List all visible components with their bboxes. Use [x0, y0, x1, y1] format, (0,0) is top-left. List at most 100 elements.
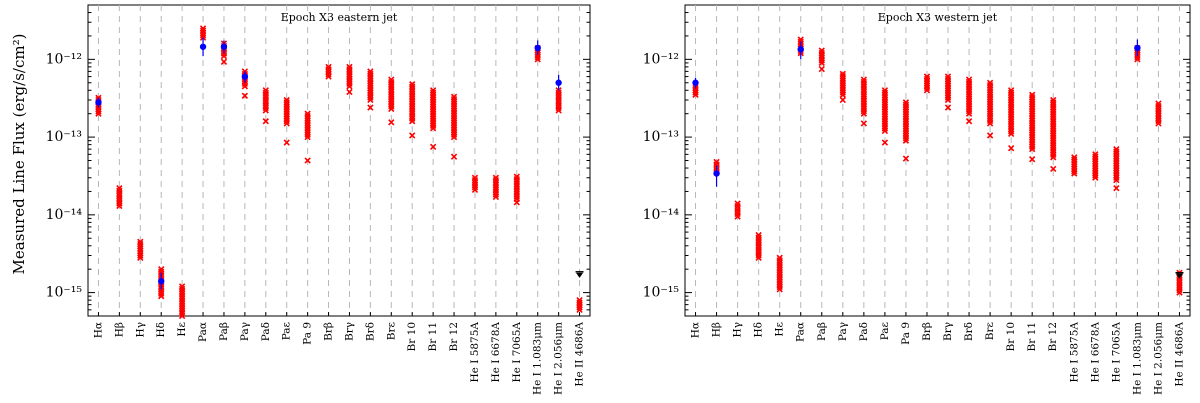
model-point: [137, 252, 144, 259]
x-tick-label: Br 10: [1005, 322, 1017, 351]
model-point: [839, 75, 846, 82]
model-point: [839, 70, 846, 78]
model-point: [220, 58, 228, 65]
x-tick-label: Pa 9: [302, 322, 314, 345]
x-tick-label: He I 5875A: [469, 322, 481, 383]
upper-limit-arrow: [576, 272, 584, 278]
x-tick-label: Hδ: [155, 322, 167, 337]
model-point: [1113, 176, 1120, 184]
x-tick-label: Brε: [385, 322, 397, 340]
model-point: [1007, 145, 1015, 152]
model-point: [881, 127, 889, 135]
model-point: [116, 202, 123, 210]
model-point: [755, 254, 762, 261]
chart-title: Epoch X3 eastern jet: [281, 11, 398, 24]
chart-title: Epoch X3 western jet: [878, 11, 998, 24]
model-point: [241, 83, 249, 90]
y-axis-label: Measured Line Flux (erg/s/cm²): [10, 34, 28, 275]
model-point: [429, 125, 437, 132]
model-point: [241, 92, 249, 99]
model-point: [429, 143, 437, 150]
model-point: [283, 139, 290, 146]
model-point: [513, 199, 520, 206]
observed-point: [534, 44, 541, 52]
y-tick-label: 10⁻¹³: [643, 129, 679, 145]
model-point: [137, 254, 144, 261]
model-point: [367, 96, 374, 104]
model-point: [692, 87, 699, 94]
observed-point: [692, 79, 699, 86]
x-tick-label: Hβ: [711, 322, 723, 337]
model-point: [1071, 158, 1078, 166]
y-tick-label: 10⁻¹³: [46, 129, 82, 145]
model-point: [534, 53, 541, 61]
observed-point: [555, 79, 562, 86]
model-point: [1071, 170, 1078, 177]
x-tick-label: He I 2.056μm: [1152, 322, 1164, 395]
x-tick-label: Br 10: [406, 322, 418, 351]
model-point: [262, 118, 269, 125]
model-point: [199, 34, 207, 41]
model-point: [839, 82, 846, 89]
model-point: [555, 107, 562, 114]
model-point: [199, 32, 207, 39]
y-tick-label: 10⁻¹⁵: [46, 285, 83, 301]
model-point: [839, 77, 846, 85]
model-point: [965, 110, 973, 117]
model-point: [902, 137, 910, 144]
model-point: [178, 312, 186, 320]
model-point: [839, 80, 846, 87]
model-point: [576, 306, 583, 314]
model-point: [388, 105, 395, 113]
model-point: [1113, 185, 1120, 192]
observed-point: [199, 43, 207, 50]
x-tick-label: He II 4686A: [1173, 322, 1185, 387]
x-tick-label: He I 6678A: [1089, 322, 1101, 383]
model-point: [986, 132, 994, 139]
x-tick-label: Br 11: [427, 322, 439, 351]
x-tick-label: He II 4686A: [574, 322, 586, 387]
x-tick-label: Hδ: [753, 322, 765, 337]
model-point: [1071, 163, 1078, 170]
x-tick-label: He I 1.083μm: [532, 322, 544, 395]
panel-western-jet: Hα Hβ Hγ Hδ Hε Paα Paβ Paγ Paδ Paε Pa 9 Brβ Brγ Brδ Br…: [643, 4, 1191, 395]
model-point: [492, 193, 500, 201]
model-point: [1155, 120, 1162, 127]
x-tick-label: Hε: [176, 322, 188, 337]
model-point: [199, 25, 207, 32]
x-tick-label: He I 7065A: [1110, 322, 1122, 383]
model-point: [304, 133, 311, 141]
x-tick-label: Br 12: [448, 322, 460, 351]
model-point: [734, 213, 741, 220]
observed-point: [158, 278, 165, 285]
model-point: [986, 120, 994, 127]
model-point: [923, 87, 931, 94]
model-point: [346, 83, 353, 90]
x-tick-label: Pa 9: [900, 322, 912, 345]
model-point: [1134, 56, 1141, 63]
x-tick-label: Paε: [281, 322, 293, 340]
model-point: [944, 96, 952, 104]
x-tick-label: Paβ: [218, 322, 230, 341]
model-point: [388, 119, 395, 126]
y-tick-label: 10⁻¹⁴: [46, 207, 83, 223]
x-tick-label: Brε: [984, 322, 996, 340]
x-tick-label: Brβ: [323, 322, 335, 341]
model-point: [944, 104, 952, 111]
x-tick-label: Brδ: [364, 322, 376, 341]
model-point: [158, 292, 165, 300]
upper-limit-arrow: [1175, 273, 1183, 279]
x-tick-label: Paδ: [858, 322, 870, 341]
model-point: [199, 29, 207, 37]
x-tick-label: Br 12: [1047, 322, 1059, 351]
y-tick-label: 10⁻¹²: [643, 51, 679, 67]
model-point: [818, 65, 825, 73]
x-tick-label: Hα: [92, 322, 104, 338]
model-point: [95, 110, 102, 117]
model-point: [409, 118, 416, 125]
observed-point: [241, 73, 249, 80]
x-tick-label: Hα: [690, 322, 702, 338]
x-tick-label: Hβ: [113, 322, 125, 337]
x-tick-label: Paγ: [837, 322, 849, 341]
